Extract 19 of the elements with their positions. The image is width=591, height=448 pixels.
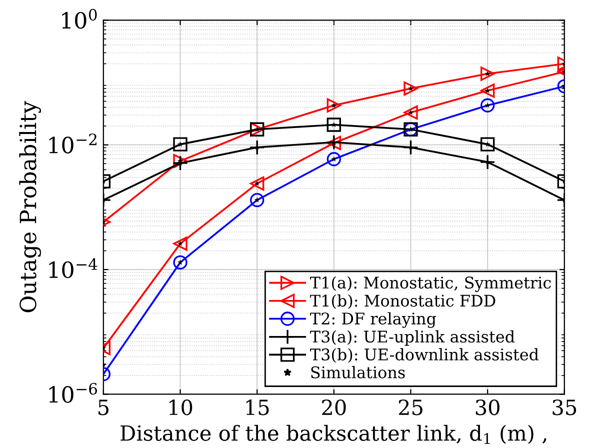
legend-label: T2: DF relaying (310, 312, 436, 328)
y-tick-label: 10$^{−6}$ (49, 382, 97, 403)
x-tick-label: 10 (170, 399, 192, 416)
y-axis-title: Outage Probability (19, 100, 42, 312)
x-axis-title: Distance of the backscatter link, d$_{1}$ (m) , (120, 424, 546, 444)
legend-label: Simulations (311, 366, 405, 378)
y-tick-label: 10$^{0}$ (62, 8, 97, 29)
legend-label: T3(b): UE-downlink assisted (310, 348, 539, 363)
x-tick-label: 5 (98, 400, 108, 416)
x-tick-label: 30 (476, 399, 500, 416)
x-tick-label: 20 (322, 399, 346, 416)
y-tick-label: 10$^{−4}$ (49, 258, 98, 278)
x-tick-label: 15 (246, 399, 269, 416)
x-tick-label: 35 (552, 399, 576, 416)
legend-label: T1(a): Monostatic, Symmetric (310, 276, 551, 292)
x-tick-label: 25 (398, 399, 422, 416)
legend-label: T1(b): Monostatic FDD (310, 294, 496, 309)
legend-label: T3(a): UE-uplink assisted (310, 330, 515, 346)
y-tick-label: 10$^{−2}$ (49, 134, 96, 154)
